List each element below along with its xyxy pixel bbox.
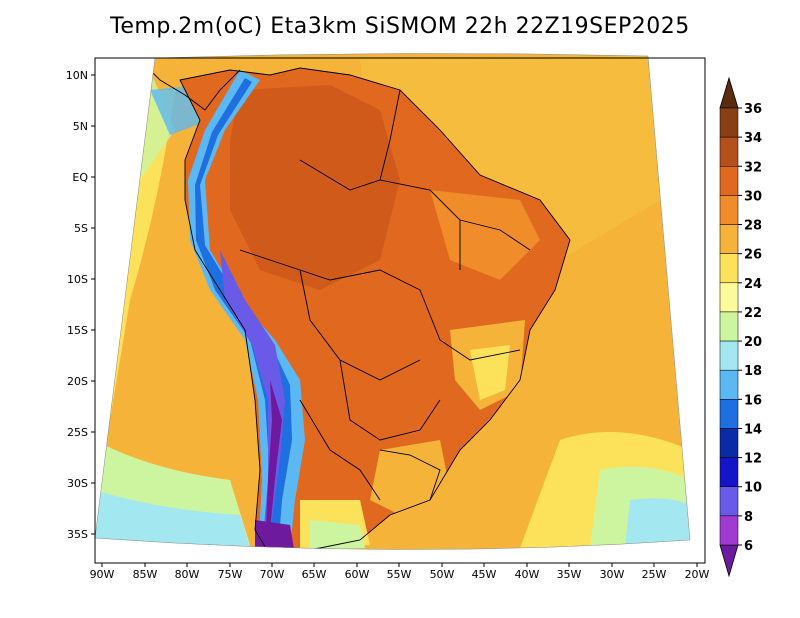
colorbar-segment [719,311,739,342]
colorbar-label: 16 [744,393,762,408]
lon-label: 85W [133,568,158,581]
colorbar-label: 12 [744,452,762,467]
border-argentina [299,399,381,501]
border-uruguay [379,449,441,501]
continent-coastline [179,67,571,550]
domain-outline [94,53,691,550]
lon-label: 45W [472,568,497,581]
lon-label: 80W [175,568,200,581]
south-brazil [370,440,450,515]
central-america-coast [139,59,241,111]
lon-axis: 90W 85W 80W 75W 70W 65W 60W 55W 50W 45W … [90,563,710,581]
colorbar-label: 30 [744,189,762,204]
colorbar-segment [719,340,739,371]
colorbar-label: 36 [744,102,762,117]
border-guianas [379,89,401,181]
colorbar-segment [719,428,739,458]
colorbar-min-arrow [719,544,739,578]
pampas-cool [310,520,365,550]
colorbar-segment [719,136,739,167]
colorbar-label: 20 [744,335,762,350]
colorbar-label: 6 [744,539,753,554]
colorbar-segment [719,107,739,138]
lat-label: 30S [67,477,88,490]
amazon-hot-core [230,85,400,290]
border-paraguay [339,359,441,441]
colorbar-label: 32 [744,160,762,175]
lon-label: 40W [515,568,540,581]
colorbar-label: 14 [744,422,762,437]
border-states-1 [419,289,521,361]
northeast-region [430,190,540,280]
colorbar-label: 10 [744,481,762,496]
lon-label: 20W [685,568,710,581]
lat-label: 5S [74,222,88,235]
lat-label: 15S [67,324,88,337]
colorbar-segment [719,515,739,546]
lon-label: 60W [345,568,370,581]
lat-label: 10N [66,69,88,82]
colorbar-segment [719,399,739,429]
lon-label: 65W [302,568,327,581]
colorbar-label: 8 [744,510,753,525]
andes-peaks-coldest [265,380,282,550]
map-border [94,57,706,564]
colorbar-segment [719,166,739,196]
lon-label: 25W [642,568,667,581]
lon-label: 30W [600,568,625,581]
colorbar-segment [719,282,739,313]
colorbar-label: 34 [744,131,762,146]
lon-label: 70W [260,568,285,581]
lon-label: 35W [557,568,582,581]
colorbar-label: 26 [744,248,762,263]
colorbar-segment [719,224,739,254]
south-atlantic-cold [625,498,690,547]
pacific-cold-south [95,490,250,548]
lat-label: 10S [67,273,88,286]
lat-axis: 10N 5N EQ 5S 10S 15S 20S 25S 30S 35S [66,69,95,541]
border-states-2 [459,219,531,251]
lat-label: 25S [67,426,88,439]
lat-label: EQ [72,171,88,184]
country-borders [179,67,571,550]
lat-label: 5N [73,120,88,133]
border-peru-bolivia [239,249,421,291]
colorbar-label: 22 [744,306,762,321]
colorbar-segment [719,195,739,225]
lat-label: 20S [67,375,88,388]
colorbar-segment [719,369,739,400]
colorbar-segment [719,253,739,284]
colorbar-segment [719,486,739,517]
temperature-field [95,53,690,550]
colorbar-label: 18 [744,364,762,379]
lon-label: 90W [90,568,115,581]
lat-label: 35S [67,528,88,541]
border-north [299,159,461,270]
lon-label: 55W [387,568,412,581]
lon-label: 50W [430,568,455,581]
colorbar-max-arrow [719,76,739,109]
lon-label: 75W [218,568,243,581]
map-title: Temp.2m(oC) Eta3km SiSMOM 22h 22Z19SEP20… [110,14,690,39]
colorbar: 36 34 32 30 28 26 24 22 20 18 16 14 12 10 8 6 [719,76,762,578]
southeast-cool [470,345,510,400]
colorbar-label: 28 [744,219,762,234]
colorbar-label: 24 [744,277,762,292]
colorbar-segment [719,457,739,487]
